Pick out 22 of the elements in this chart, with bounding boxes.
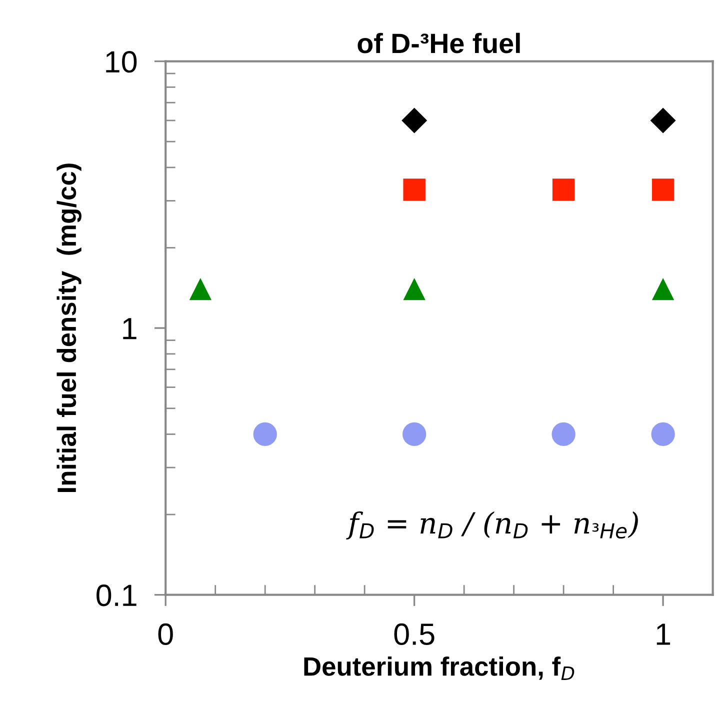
point bbox=[651, 422, 675, 446]
point bbox=[253, 422, 277, 446]
chart-title: of D-³He fuel bbox=[358, 32, 520, 54]
point bbox=[403, 278, 426, 300]
y-axis-title: Initial fuel density (mg/cc) bbox=[56, 164, 82, 492]
point bbox=[189, 278, 212, 300]
y-tick-label: 10 bbox=[106, 51, 137, 73]
point bbox=[652, 178, 674, 201]
point bbox=[650, 108, 676, 134]
text: f$_{D}$ = n$_{D}$ / (n$_{D}$ + n$_{³He}$) bbox=[346, 511, 638, 540]
point bbox=[552, 178, 575, 201]
x-tick-label: 0 bbox=[158, 623, 173, 646]
x-tick-label: 1 bbox=[656, 624, 670, 645]
x-tick-label: 0.5 bbox=[394, 623, 434, 646]
y-tick-label: 0.1 bbox=[96, 584, 136, 606]
point bbox=[403, 178, 426, 201]
x-axis-title: Deuterium fraction, f$_{D}$ bbox=[304, 656, 574, 680]
point bbox=[552, 422, 576, 446]
y-tick-label: 1 bbox=[123, 318, 136, 340]
point bbox=[402, 422, 426, 446]
point bbox=[652, 278, 674, 300]
point bbox=[402, 108, 428, 134]
